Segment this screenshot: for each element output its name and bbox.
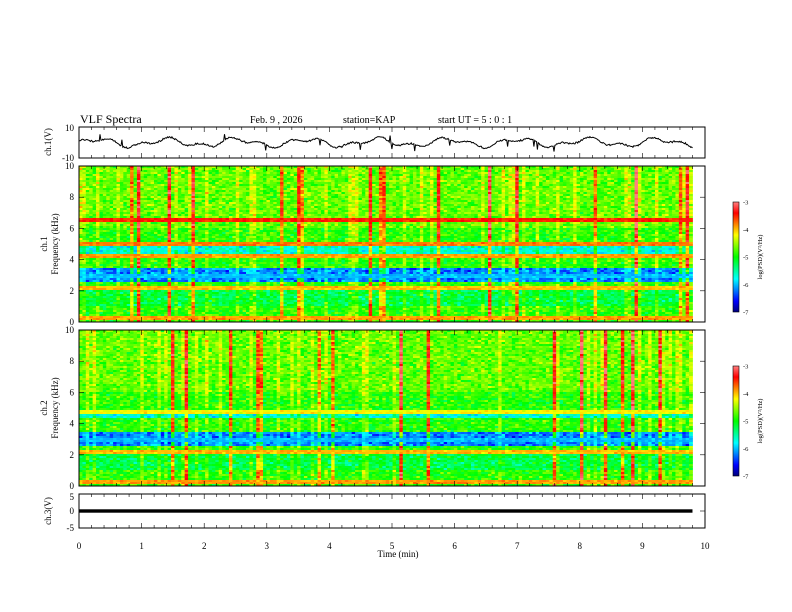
header-date: Feb. 9 , 2026	[250, 115, 303, 126]
ch1-waveform-line	[79, 134, 693, 151]
header-start-time: start UT = 5 : 0 : 1	[438, 115, 512, 126]
ch1-waveform-ylabel: ch.1(V)	[43, 128, 53, 156]
ch1-waveform-panel: 10 -10 ch.1(V)	[43, 123, 705, 163]
header-station: station=KAP	[343, 115, 396, 126]
chart-title: VLF Spectra	[80, 112, 142, 126]
ch1-spectrogram-cells	[79, 166, 693, 322]
ch1-ytick-top: 10	[65, 123, 75, 133]
ch1-waveform-ticks	[79, 127, 705, 158]
vlf-spectra-figure: VLF Spectra Feb. 9 , 2026 station=KAP st…	[0, 0, 792, 612]
